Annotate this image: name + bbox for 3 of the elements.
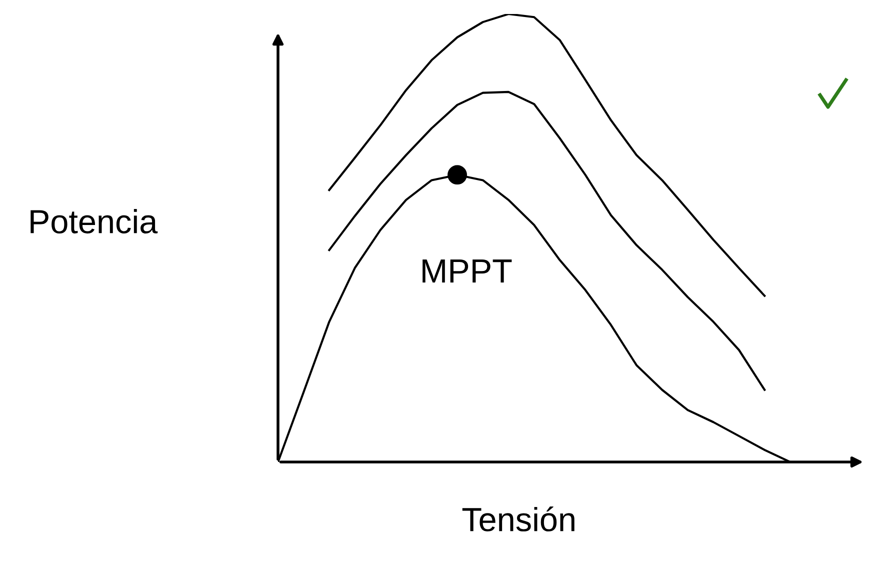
x-axis-title: Tensión <box>462 506 574 532</box>
y-axis-title: Potencia <box>30 209 158 234</box>
annotation: MPPT <box>422 260 512 282</box>
